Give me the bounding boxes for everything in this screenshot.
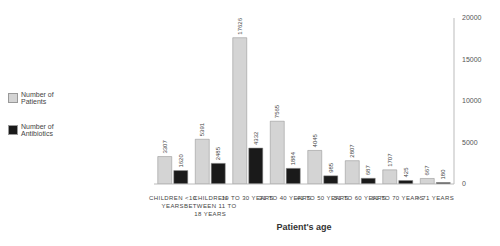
svg-text:0: 0 <box>462 180 466 187</box>
svg-text:2807: 2807 <box>349 144 355 158</box>
svg-text:20000: 20000 <box>462 14 482 21</box>
svg-text:10000: 10000 <box>462 97 482 104</box>
svg-text:51 TO 60 YEARS: 51 TO 60 YEARS <box>334 195 387 201</box>
svg-text:687: 687 <box>365 165 371 176</box>
svg-text:19 TO 30 YEARS: 19 TO 30 YEARS <box>221 195 274 201</box>
svg-text:1884: 1884 <box>290 151 296 165</box>
svg-text:17626: 17626 <box>237 17 243 34</box>
svg-text:15000: 15000 <box>462 56 482 63</box>
svg-text:18 YEARS: 18 YEARS <box>194 211 226 217</box>
svg-text:7565: 7565 <box>274 104 280 118</box>
svg-text:667: 667 <box>424 165 430 176</box>
svg-text:BETWEEN 11 TO: BETWEEN 11 TO <box>184 203 237 209</box>
svg-text:CHILDREN <10: CHILDREN <10 <box>149 195 197 201</box>
svg-text:YEARS: YEARS <box>162 203 184 209</box>
svg-text:1620: 1620 <box>178 154 184 168</box>
html-text:Number of Antibiotics: Number of Antibiotics <box>21 123 54 137</box>
svg-text:1707: 1707 <box>387 153 393 167</box>
svg-text:31 TO 40 YEARS: 31 TO 40 YEARS <box>259 195 312 201</box>
svg-text:CHILDREN: CHILDREN <box>193 195 228 201</box>
svg-text:4045: 4045 <box>312 133 318 147</box>
svg-text:2485: 2485 <box>215 146 221 160</box>
svg-text:41 TO 50 YEARS: 41 TO 50 YEARS <box>296 195 349 201</box>
svg-text:4332: 4332 <box>253 131 259 145</box>
svg-text:> 71 YEARS: > 71 YEARS <box>416 195 454 201</box>
svg-text:61 TO 70 YEARS: 61 TO 70 YEARS <box>371 195 424 201</box>
svg-text:425: 425 <box>403 167 409 178</box>
svg-text:3307: 3307 <box>162 140 168 154</box>
svg-text:180: 180 <box>440 169 446 180</box>
svg-text:5000: 5000 <box>462 139 478 146</box>
svg-text:5391: 5391 <box>199 122 205 136</box>
svg-text:Patient's age: Patient's age <box>276 222 331 232</box>
svg-text:985: 985 <box>328 162 334 173</box>
html-text:Number of Patients: Number of Patients <box>21 91 54 105</box>
